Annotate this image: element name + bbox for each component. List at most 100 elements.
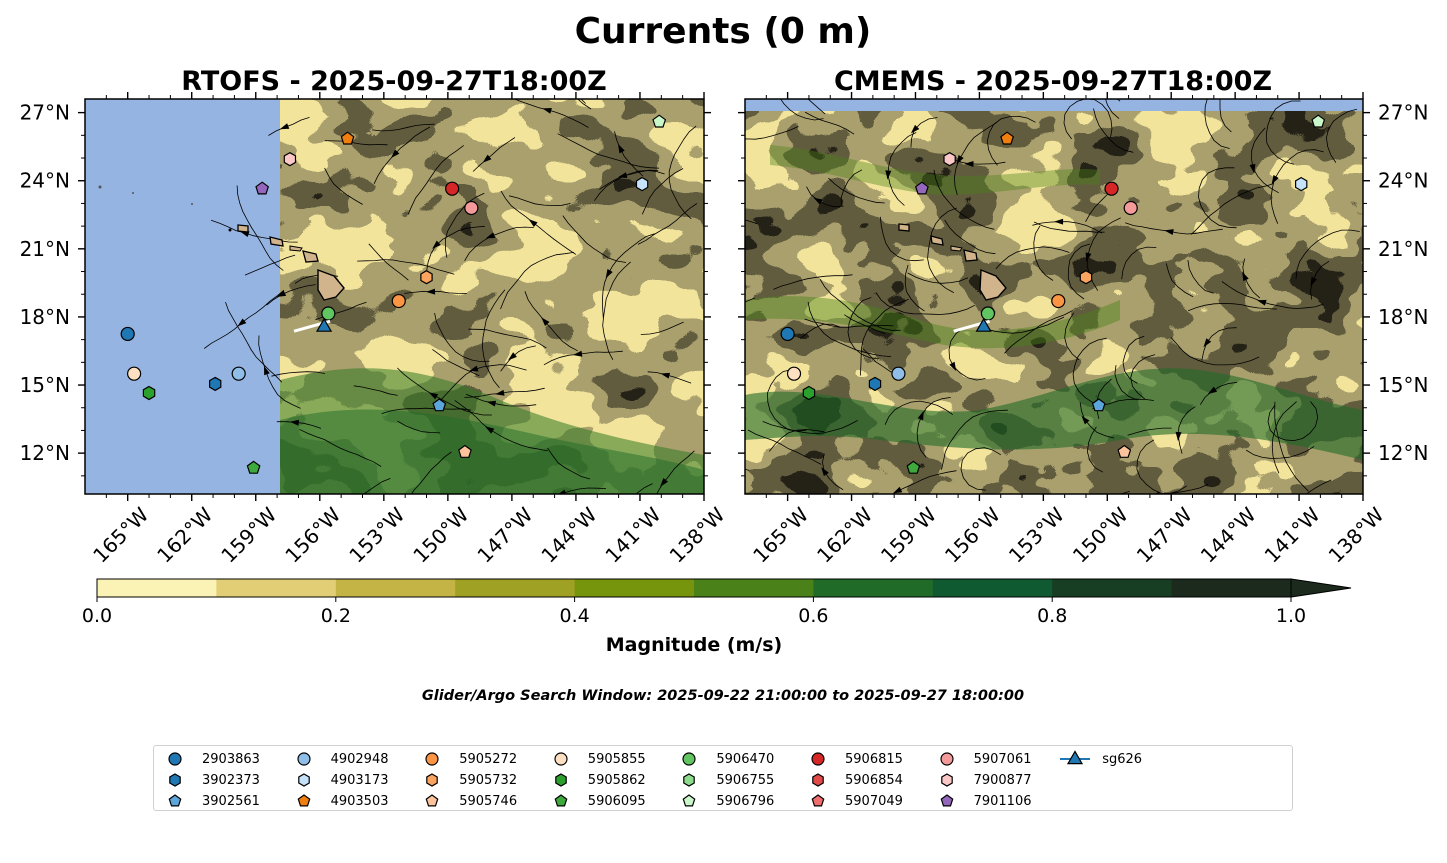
legend-symbol [168,794,182,807]
lon-tick-label-cmems: 156°W [940,502,1005,567]
legend-marker-triangle [1060,750,1091,765]
legend-label: 5906470 [716,751,775,767]
platform-marker-5907061 [1123,200,1138,216]
lat-tick-label-right: 15°N [1378,373,1428,397]
colorbar-segment [1171,579,1292,597]
legend-marker-circle [939,752,954,766]
legend-symbol [811,794,825,807]
platform-marker-5905862 [802,385,816,401]
lon-tick-label-cmems: 153°W [1004,502,1069,567]
legend-label: 5906796 [716,793,775,809]
platform-marker-5905272 [391,293,406,309]
colorbar-tick-label: 0.2 [321,605,351,627]
streamlines-cmems [745,99,1360,494]
legend-item-5906755: 5906755 [674,770,774,790]
platform-marker-5906815 [445,181,460,196]
platform-marker-sg626 [975,317,992,332]
legend-item-5905732: 5905732 [417,770,517,790]
colorbar-tick-label: 0.4 [559,605,589,627]
platform-marker-4902948 [231,366,246,381]
legend-label: 5906095 [587,793,646,809]
axes-frame-rtofs [84,98,705,495]
colorbar-extend-arrow [1290,578,1352,598]
legend-item-5906470: 5906470 [674,749,774,769]
legend-item-5906095: 5906095 [546,791,646,811]
legend-item-5905272: 5905272 [417,749,517,769]
lon-tick-label-rtofs: 159°W [216,502,281,567]
colorbar-segment [574,579,695,597]
legend-label: 2903863 [202,751,260,767]
platform-marker-5907061 [464,200,479,216]
lat-tick-label-right: 24°N [1378,169,1428,193]
legend-marker-hexagon [426,773,438,787]
equatorial-current-band-cmems [745,368,1363,460]
platform-marker-2903863 [120,326,135,342]
molokai-cmems [950,245,963,252]
legend-marker-pentagon [554,794,568,807]
platform-marker-5906095 [906,460,921,474]
colorbar-segment [335,579,456,597]
legend-item-sg626: sg626 [1060,749,1142,769]
legend-symbol [682,752,696,766]
platform-marker-7901106 [914,181,929,195]
legend-symbol [168,752,182,766]
platform-marker-4902948 [891,366,906,381]
lon-labels-rtofs: 165°W 162°W 159°W 156°W 153°W 150°W 147°W 144°W… [88,502,729,567]
colorbar-tick-label: 0.0 [82,605,112,627]
platform-marker-7901106 [255,181,270,195]
platform-marker-5905732 [1079,270,1093,285]
platform-marker-4903503 [340,131,355,145]
legend-symbol [426,773,438,787]
platform-marker-7900877 [283,152,297,167]
legend-label: 4903503 [330,793,389,809]
legend-item-5906815: 5906815 [803,749,903,769]
maui-cmems [963,249,978,262]
legend-symbol [682,794,696,807]
colorbar-segment [932,579,1053,597]
lon-tick-label-rtofs: 147°W [472,502,537,567]
platform-marker-5905855 [126,366,142,381]
panel-title-rtofs: RTOFS - 2025-09-27T18:00Z [181,66,607,97]
kauai-cmems [898,223,910,232]
legend-marker-pentagon [682,794,696,807]
legend-symbol [297,794,310,807]
legend-item-4903503: 4903503 [289,791,389,811]
legend-marker-circle [296,752,311,766]
legend-item-5905862: 5905862 [546,770,646,790]
legend-item-5907049: 5907049 [803,791,903,811]
ocean-mask-cmems [745,99,1363,111]
legend-label: 5905732 [459,772,518,788]
legend-marker-pentagon [811,794,825,807]
big-island-rtofs [317,268,345,301]
legend-item-2903863: 2903863 [160,749,260,769]
platform-marker-5905732 [420,270,433,285]
lat-tick-label-right: 18°N [1378,305,1428,329]
lat-tick-label-left: 12°N [20,441,70,465]
legend-symbol [1067,750,1084,765]
platform-marker-3902373 [209,376,222,392]
legend-symbol [297,773,310,787]
search-window-note: Glider/Argo Search Window: 2025-09-22 21… [422,688,1024,704]
legend-marker-circle [554,752,568,766]
legend-marker-hexagon [683,773,696,787]
colorbar-tick-label: 0.6 [798,605,828,627]
platform-marker-3902561 [1091,398,1106,412]
legend-symbol [812,773,824,787]
legend-item-7900877: 7900877 [932,770,1032,790]
hawaiian-islands-rtofs [98,185,345,301]
oahu-rtofs [269,236,284,247]
colorbar-segment [97,579,217,597]
lon-tick-label-rtofs: 162°W [152,502,217,567]
legend-symbol [554,752,568,766]
lon-tick-label-rtofs: 138°W [665,502,730,567]
platform-markers-rtofs [120,114,667,474]
legend-label: 5906854 [845,772,903,788]
legend-marker-circle [811,752,825,766]
kauai-rtofs [237,224,249,233]
colorbar-segment [216,579,337,597]
legend-item-3902561: 3902561 [160,791,260,811]
legend-label: 3902373 [202,772,260,788]
lon-tick-label-rtofs: 153°W [344,502,409,567]
legend-symbol [811,752,825,766]
